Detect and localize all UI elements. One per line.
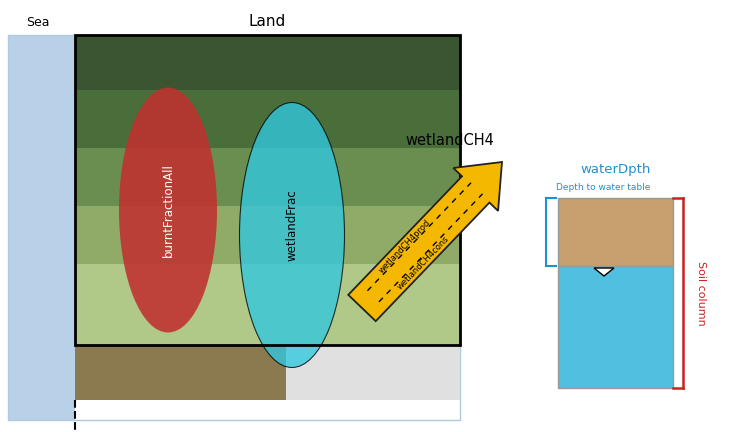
Text: wetlandCH4prod: wetlandCH4prod [378, 218, 433, 275]
Bar [558, 198, 673, 266]
Bar [8, 35, 75, 420]
Bar [75, 35, 460, 345]
Bar [75, 148, 460, 206]
Text: Land: Land [248, 15, 285, 29]
Text: wetlandFrac: wetlandFrac [285, 189, 299, 261]
Bar [8, 35, 460, 420]
Bar [75, 35, 460, 90]
Bar [286, 345, 460, 400]
Text: waterDpth: waterDpth [580, 163, 651, 177]
Bar [75, 345, 286, 400]
Bar [75, 206, 460, 264]
Text: burntFractionAll: burntFractionAll [162, 163, 174, 257]
Text: wetlandCH4: wetlandCH4 [406, 133, 494, 148]
Text: Sea: Sea [26, 16, 50, 29]
FancyArrow shape [348, 162, 502, 321]
Text: Soil column: Soil column [696, 260, 706, 325]
Ellipse shape [239, 102, 345, 368]
Bar [558, 266, 673, 388]
Text: wetlandCH4cons: wetlandCH4cons [395, 234, 451, 291]
Bar [75, 264, 460, 345]
Polygon shape [594, 268, 614, 276]
Ellipse shape [119, 88, 217, 333]
Bar [75, 90, 460, 148]
Text: Depth to water table: Depth to water table [556, 184, 650, 193]
